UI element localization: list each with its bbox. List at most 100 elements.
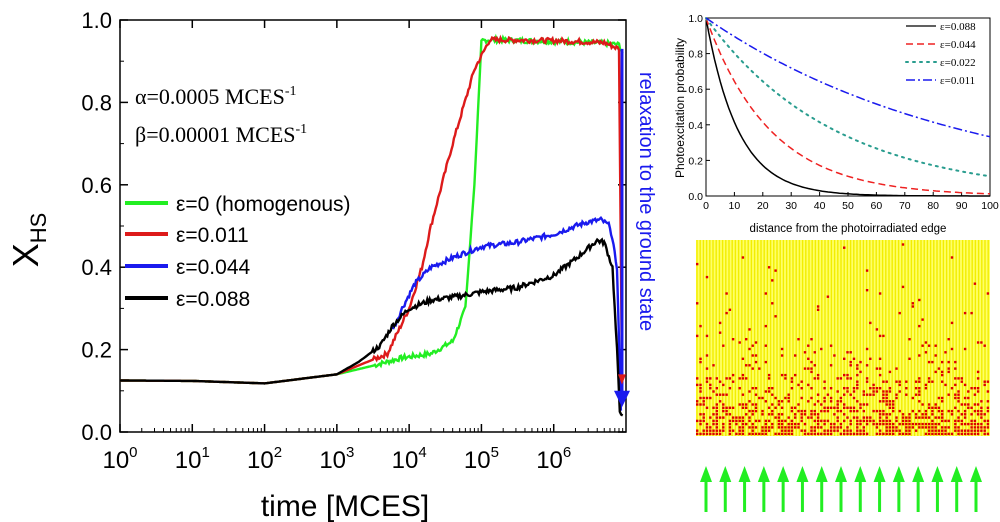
excited-site (980, 416, 983, 419)
excited-site (963, 347, 967, 351)
inset-legend-label-0022: ε=0.022 (940, 57, 976, 69)
excited-site (924, 387, 928, 390)
excited-site (751, 354, 754, 357)
excited-site (862, 419, 865, 423)
excited-site (771, 422, 774, 426)
excited-site (924, 426, 928, 429)
excited-site (833, 429, 836, 432)
excited-site (980, 426, 983, 429)
excited-site (954, 429, 957, 432)
excited-site (790, 380, 794, 383)
excited-site (725, 409, 728, 413)
excited-site (696, 403, 699, 406)
excited-site (702, 416, 705, 419)
excited-site (980, 406, 983, 409)
excited-site (918, 422, 921, 426)
relaxation-arrow-head (613, 390, 630, 408)
excited-site (908, 432, 911, 436)
excited-site (888, 406, 892, 409)
excited-site (914, 387, 918, 390)
excited-site (738, 377, 741, 380)
excited-site (973, 426, 977, 429)
y-tick-label: 0.2 (81, 338, 112, 363)
excited-site (829, 422, 833, 426)
excited-site (705, 334, 709, 338)
excited-site (702, 396, 705, 400)
excited-site (833, 413, 836, 416)
excited-site (748, 409, 751, 413)
excited-site (878, 357, 882, 360)
excited-site (878, 419, 882, 423)
excited-site (807, 344, 810, 347)
excited-site (888, 426, 892, 429)
excited-site (908, 357, 911, 360)
excited-site (715, 393, 718, 396)
excited-site (937, 396, 941, 400)
y-tick-label: 0.6 (81, 173, 112, 198)
excited-site (846, 432, 849, 436)
excited-site (888, 413, 892, 416)
excited-site (709, 377, 712, 380)
excited-site (709, 387, 712, 390)
excited-site (950, 256, 954, 259)
excited-site (914, 413, 918, 416)
excited-site (892, 426, 895, 429)
excited-site (849, 393, 852, 396)
excited-site (885, 426, 888, 429)
excited-site (967, 429, 970, 432)
excited-site (745, 422, 748, 426)
excited-site (892, 422, 895, 426)
excited-site (715, 406, 718, 409)
excited-site (885, 396, 888, 400)
excited-site (761, 432, 764, 436)
excited-site (856, 426, 859, 429)
excited-site (833, 426, 836, 429)
excited-site (970, 432, 973, 436)
excited-site (937, 409, 941, 413)
excited-site (758, 396, 761, 400)
excited-site (927, 403, 931, 406)
excited-site (882, 390, 885, 393)
excited-site (699, 396, 702, 400)
excited-site (976, 370, 980, 374)
excited-site (967, 422, 970, 426)
excited-site (771, 387, 774, 390)
irradiation-arrow-head (854, 466, 867, 482)
excited-site (918, 426, 921, 429)
excited-site (849, 422, 852, 426)
excited-site (859, 432, 862, 436)
excited-site (810, 413, 813, 416)
excited-site (927, 416, 931, 419)
excited-site (767, 377, 771, 380)
excited-site (924, 413, 928, 416)
excited-site (761, 429, 764, 432)
excited-site (846, 429, 849, 432)
excited-site (937, 416, 941, 419)
excited-site (839, 396, 843, 400)
excited-site (970, 422, 973, 426)
excited-site (885, 390, 888, 393)
excited-site (836, 377, 839, 380)
excited-site (973, 387, 977, 390)
excited-site (892, 400, 895, 403)
excited-site (878, 413, 882, 416)
excited-site (731, 419, 735, 423)
excited-site (862, 429, 865, 432)
excited-site (872, 383, 875, 387)
excited-site (960, 413, 963, 416)
excited-site (738, 419, 741, 423)
excited-site (986, 419, 990, 423)
excited-site (810, 396, 813, 400)
excited-site (973, 403, 977, 406)
excited-site (941, 373, 944, 377)
excited-site (846, 387, 849, 390)
excited-site (937, 429, 941, 432)
excited-site (839, 377, 843, 380)
excited-site (803, 422, 807, 426)
excited-site (715, 409, 718, 413)
excited-site (901, 419, 905, 423)
inset-legend-label-0011: ε=0.011 (940, 75, 975, 87)
excited-site (718, 393, 722, 396)
excited-site (718, 432, 722, 436)
excited-site (911, 396, 914, 400)
